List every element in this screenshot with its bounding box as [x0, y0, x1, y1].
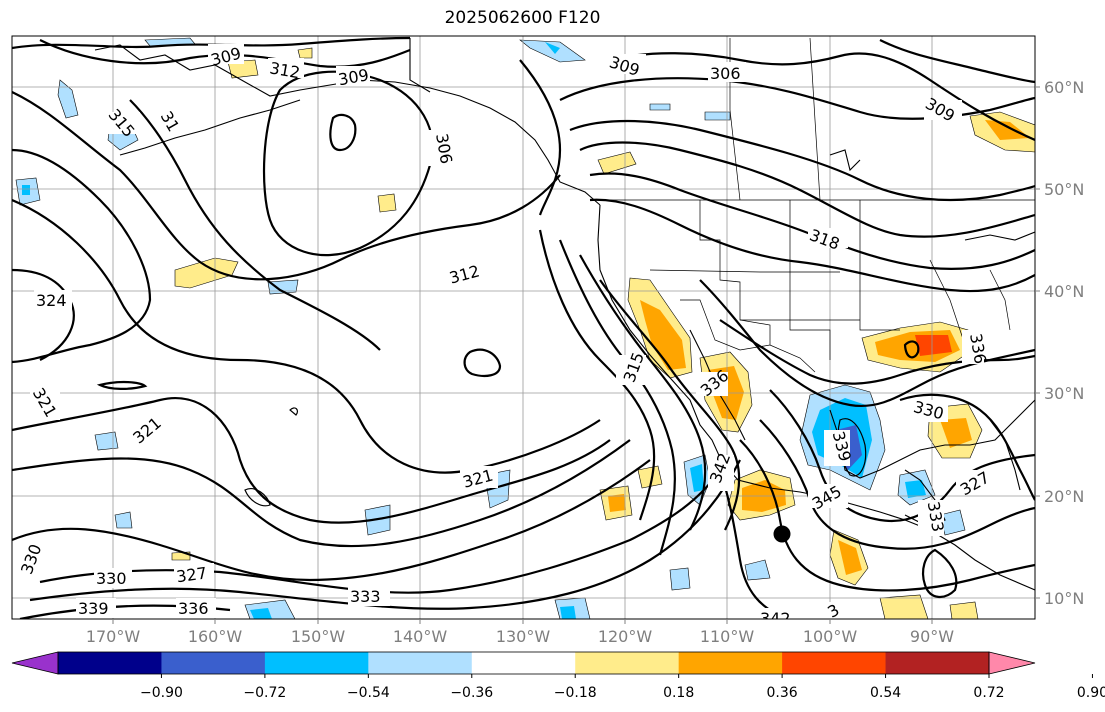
colorbar-tick-label: −0.18 [554, 685, 597, 701]
latitude-axis: 60°N 50°N 40°N 30°N 20°N 10°N [1035, 78, 1084, 608]
colorbar-cell [885, 652, 990, 674]
lon-label: 130°W [496, 627, 551, 646]
colorbar-tick-label: −0.90 [140, 685, 183, 701]
colorbar: −0.90 −0.72 −0.54 −0.36 −0.18 0.18 0.36 0.54 0.7… [11, 651, 1105, 701]
contour-label: 324 [36, 291, 67, 310]
lat-label: 10°N [1044, 589, 1084, 608]
colorbar-cell [368, 652, 473, 674]
colorbar-cell [471, 652, 576, 674]
contour-label: 333 [350, 587, 381, 606]
map-area [12, 36, 1035, 619]
lon-label: 120°W [598, 627, 653, 646]
colorbar-tick-label: 0.18 [663, 685, 694, 701]
lon-label: 150°W [291, 627, 346, 646]
lon-label: 100°W [803, 627, 858, 646]
colorbar-tick-label: 0.36 [767, 685, 798, 701]
colorbar-cell [678, 652, 783, 674]
colorbar-cell [264, 652, 369, 674]
colorbar-cell [161, 652, 266, 674]
lat-label: 30°N [1044, 384, 1084, 403]
storm-center-dot [773, 525, 791, 543]
colorbar-extend-high [989, 652, 1035, 674]
colorbar-extend-low [12, 652, 58, 674]
contour-label: 330 [96, 569, 127, 588]
colorbar-tick-label: 0.72 [973, 685, 1004, 701]
lon-label: 90°W [910, 627, 954, 646]
colorbar-cell [782, 652, 887, 674]
lon-label: 140°W [393, 627, 448, 646]
lon-label: 170°W [86, 627, 141, 646]
colorbar-tick-label: −0.36 [450, 685, 493, 701]
lat-label: 20°N [1044, 487, 1084, 506]
colorbar-tick-label: 0.90 [1077, 685, 1105, 701]
contour-label: 342 [760, 609, 791, 628]
colorbar-cell [575, 652, 680, 674]
lat-label: 50°N [1044, 180, 1084, 199]
map-title: 2025062600 F120 [444, 8, 601, 28]
colorbar-tick-label: −0.54 [347, 685, 390, 701]
contour-label: 327 [175, 563, 208, 586]
contour-label: 306 [710, 64, 741, 83]
contour-label: 339 [78, 599, 109, 618]
contour-label: 336 [178, 599, 209, 618]
lat-label: 40°N [1044, 282, 1084, 301]
lon-label: 160°W [188, 627, 243, 646]
colorbar-tick-label: 0.54 [870, 685, 901, 701]
colorbar-cell [58, 652, 162, 674]
colorbar-tick-label: −0.72 [243, 685, 286, 701]
longitude-axis: 170°W 160°W 150°W 140°W 130°W 120°W 110°… [86, 619, 954, 646]
lat-label: 60°N [1044, 78, 1084, 97]
lon-label: 110°W [700, 627, 755, 646]
